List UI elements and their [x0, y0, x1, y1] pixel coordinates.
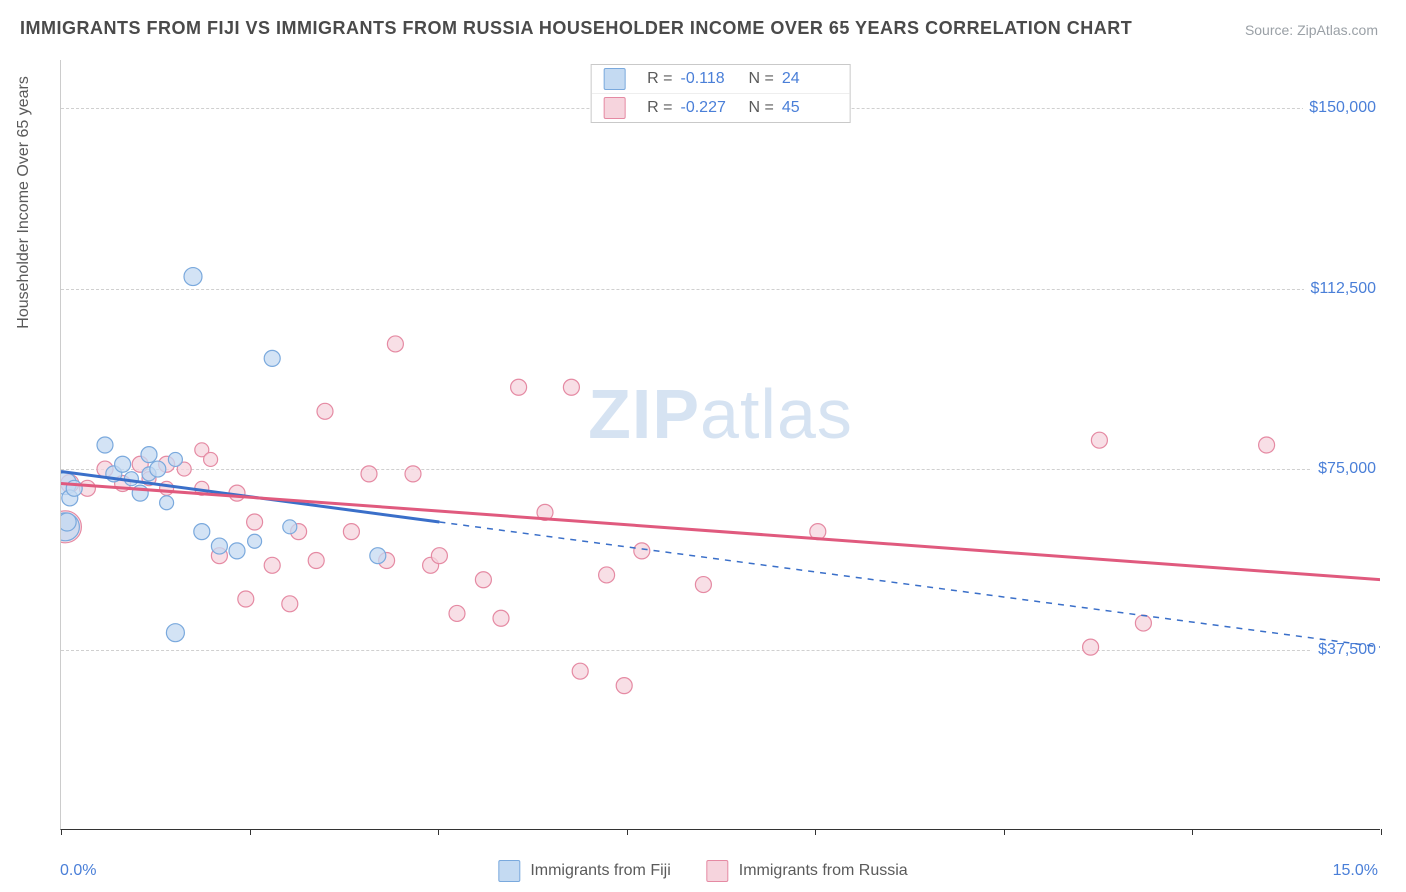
data-point-fiji [166, 624, 184, 642]
data-point-russia [282, 596, 298, 612]
legend-row-fiji: R = -0.118 N = 24 [591, 65, 850, 93]
data-point-fiji [248, 534, 262, 548]
data-point-russia [431, 548, 447, 564]
y-axis-title: Householder Income Over 65 years [15, 76, 33, 329]
data-point-russia [308, 553, 324, 569]
series-legend: Immigrants from Fiji Immigrants from Rus… [498, 860, 907, 882]
data-point-fiji [115, 456, 131, 472]
data-point-russia [361, 466, 377, 482]
data-point-fiji [229, 543, 245, 559]
r-value-fiji: -0.118 [681, 70, 737, 88]
data-point-russia [475, 572, 491, 588]
data-point-russia [247, 514, 263, 530]
data-point-fiji [283, 520, 297, 534]
data-point-fiji [168, 452, 182, 466]
data-point-russia [695, 577, 711, 593]
source-attribution: Source: ZipAtlas.com [1245, 22, 1378, 38]
legend-item-russia: Immigrants from Russia [707, 860, 908, 882]
n-label: N = [749, 99, 774, 117]
swatch-fiji [498, 860, 520, 882]
source-label: Source: [1245, 22, 1297, 38]
data-point-fiji [211, 538, 227, 554]
data-point-fiji [61, 513, 76, 531]
data-point-russia [1091, 432, 1107, 448]
data-point-russia [387, 336, 403, 352]
n-value-russia: 45 [782, 99, 838, 117]
data-point-russia [616, 678, 632, 694]
data-point-fiji [160, 496, 174, 510]
data-point-russia [572, 663, 588, 679]
legend-label-fiji: Immigrants from Fiji [530, 862, 670, 879]
source-link[interactable]: ZipAtlas.com [1297, 22, 1378, 38]
swatch-russia [603, 97, 625, 119]
trend-line-dashed-fiji [439, 522, 1380, 647]
x-axis-max-label: 15.0% [1333, 862, 1378, 880]
chart-svg [61, 60, 1380, 829]
data-point-russia [634, 543, 650, 559]
n-label: N = [749, 70, 774, 88]
swatch-russia [707, 860, 729, 882]
data-point-fiji [184, 268, 202, 286]
data-point-russia [493, 610, 509, 626]
swatch-fiji [603, 68, 625, 90]
legend-row-russia: R = -0.227 N = 45 [591, 93, 850, 122]
trend-line-russia [61, 484, 1380, 580]
chart-title: IMMIGRANTS FROM FIJI VS IMMIGRANTS FROM … [20, 18, 1132, 39]
data-point-russia [405, 466, 421, 482]
r-label: R = [647, 99, 672, 117]
data-point-russia [264, 557, 280, 573]
data-point-russia [1259, 437, 1275, 453]
r-label: R = [647, 70, 672, 88]
data-point-russia [449, 605, 465, 621]
x-axis-min-label: 0.0% [60, 862, 96, 880]
data-point-fiji [124, 472, 138, 486]
data-point-russia [511, 379, 527, 395]
n-value-fiji: 24 [782, 70, 838, 88]
data-point-fiji [264, 350, 280, 366]
data-point-russia [599, 567, 615, 583]
data-point-russia [204, 452, 218, 466]
x-axis-ticks [61, 829, 1380, 835]
data-point-russia [1083, 639, 1099, 655]
data-point-fiji [141, 447, 157, 463]
data-point-fiji [370, 548, 386, 564]
data-point-fiji [194, 524, 210, 540]
r-value-russia: -0.227 [681, 99, 737, 117]
data-point-russia [563, 379, 579, 395]
data-point-russia [317, 403, 333, 419]
correlation-legend: R = -0.118 N = 24 R = -0.227 N = 45 [590, 64, 851, 123]
plot-area: R = -0.118 N = 24 R = -0.227 N = 45 ZIPa… [60, 60, 1380, 830]
legend-label-russia: Immigrants from Russia [739, 862, 908, 879]
data-point-russia [1135, 615, 1151, 631]
data-point-russia [343, 524, 359, 540]
data-point-fiji [97, 437, 113, 453]
legend-item-fiji: Immigrants from Fiji [498, 860, 670, 882]
data-point-russia [238, 591, 254, 607]
data-point-fiji [150, 461, 166, 477]
